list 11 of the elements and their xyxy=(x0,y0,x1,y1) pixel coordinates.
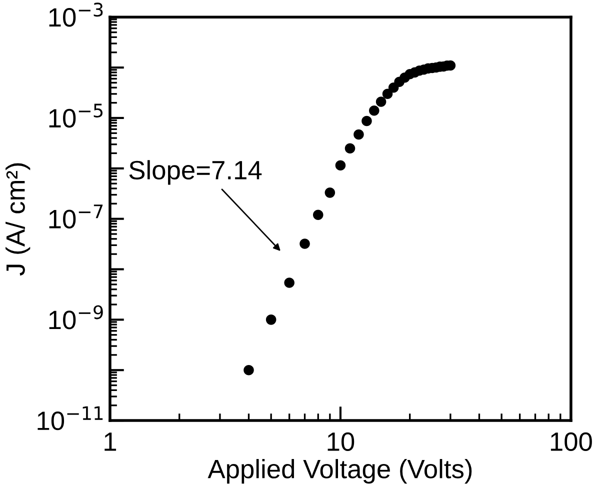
y-tick-label: 10$^{−11}$ xyxy=(38,406,103,430)
x-tick-label: 100 xyxy=(550,432,592,452)
y-axis-title: J (A/ cm²) xyxy=(6,163,30,276)
y-tick-label: 10$^{−5}$ xyxy=(49,104,103,128)
x-tick-label: 1 xyxy=(104,432,116,451)
y-tick-label: 10$^{−3}$ xyxy=(49,2,103,27)
y-tick-label: 10$^{−9}$ xyxy=(49,305,103,330)
y-tick-label: 10$^{−7}$ xyxy=(49,204,103,228)
x-tick-label: 10 xyxy=(328,432,354,452)
annotation: Slope=7.14 xyxy=(129,160,262,185)
x-axis-title: Applied Voltage (Volts) xyxy=(208,459,472,484)
